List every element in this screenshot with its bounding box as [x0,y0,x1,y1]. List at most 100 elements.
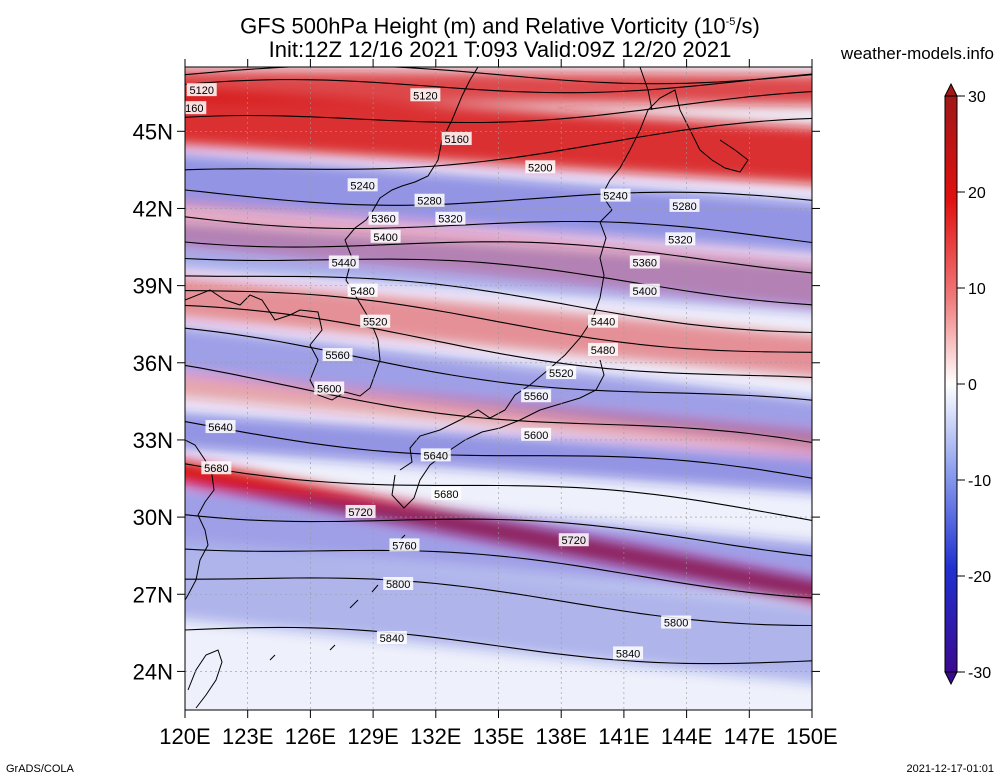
contour-label-box [314,381,345,395]
contour-label-15: 5400 [629,283,660,298]
contour-5120 [185,67,812,85]
contour-5680 [185,463,812,521]
contour-label-text: 5720 [561,535,585,547]
contour-label-text: 5560 [325,350,349,362]
contour-label-box [661,615,692,629]
colorbar-label: -10 [968,473,991,490]
contour-label-box [629,283,660,297]
contour-label-text: 5560 [524,391,548,403]
contour-label-box [546,366,577,380]
korea-china-coast [185,67,479,401]
contour-label-box [376,630,407,644]
contour-label-text: 5680 [434,489,458,501]
lon-label-150E: 150E [786,724,837,749]
height-contours [185,67,812,665]
contour-label-box [328,255,359,269]
contour-label-11: 5320 [665,232,696,246]
contour-label-box [435,211,466,225]
contour-label-13: 5360 [629,255,660,269]
contour-label-box [347,283,378,297]
contour-label-text: 5800 [664,618,688,630]
lon-label-129E: 129E [347,724,398,749]
contour-label-35: 5840 [613,646,644,660]
contour-label-17: 5440 [588,314,618,329]
contour-label-text: 5480 [591,345,615,357]
contour-label-box [588,342,618,356]
colorbar: 30 20 10 0 -10 -20 -30 [944,82,991,686]
contour-label-3: 5160 [441,132,472,146]
contour-label-box [558,533,589,547]
contour-label-box [389,538,420,552]
gridlines [185,67,812,710]
ryukyu-islands [269,534,406,661]
contour-label-box [368,211,399,225]
contour-label-10: 5320 [435,211,466,226]
contour-label-30: 5720 [558,533,589,547]
contour-label-text: 5760 [392,540,416,552]
lon-label-144E: 144E [661,724,712,749]
contour-label-0: 5120 [186,83,217,97]
contour-label-box [410,88,441,102]
lat-label-39N: 39N [133,274,173,299]
contour-label-text: 5800 [386,579,410,591]
plot-area: 5120 5120 5160 5160 5200 5240 5240 5280 5280 5360… [185,67,812,710]
contour-label-box [322,348,353,362]
contour-label-text: 5840 [380,633,404,645]
contour-label-text: 5360 [371,214,395,226]
contour-label-box [186,83,217,97]
lon-label-141E: 141E [598,724,649,749]
lat-label-24N: 24N [133,659,173,684]
contour-label-text: 5440 [591,317,615,329]
contour-label-33: 5800 [661,615,692,630]
lat-label-45N: 45N [133,119,173,144]
contour-5480 [185,290,812,353]
contour-5240 [185,117,812,171]
contour-label-text: 5840 [616,648,640,660]
lat-label-36N: 36N [133,351,173,376]
contour-5600 [185,364,812,444]
contour-5520 [185,304,812,378]
colorbar-label: 0 [968,377,977,394]
contour-5800 [185,577,812,627]
contour-label-box [521,427,552,441]
contour-label-text: 5400 [373,232,397,244]
contour-label-text: 5720 [348,507,372,519]
contour-label-box [525,160,556,174]
contour-5360 [185,241,812,274]
contour-label-16: 5480 [347,283,378,298]
contour-label-text: 5200 [528,162,552,174]
contour-5640 [185,421,812,479]
contour-5560 [185,327,812,401]
contour-label-box [360,314,391,328]
contour-label-text: 5280 [672,201,696,213]
japan-hokkaido [601,89,749,211]
site-label: weather-models.info [840,44,994,63]
contour-label-31: 5760 [389,538,420,552]
lon-label-123E: 123E [222,724,273,749]
lon-label-135E: 135E [473,724,524,749]
footer-credit: GrADS/COLA [6,763,74,775]
contour-label-box [370,229,401,243]
lat-label-30N: 30N [133,505,173,530]
contour-label-14: 5440 [328,255,359,269]
contour-label-text: 5480 [350,286,374,298]
contour-label-box [441,132,472,146]
footer-timestamp: 2021-12-17-01:01 [906,763,994,775]
contour-label-2: 5160 [185,101,207,115]
contour-label-text: 5640 [424,450,448,462]
contour-label-box [613,646,644,660]
contour-label-text: 5240 [350,180,374,192]
contour-label-23: 5560 [521,389,552,403]
contour-label-21: 5520 [546,366,577,380]
contour-label-29: 5720 [345,504,376,519]
contour-label-text: 5120 [189,85,213,97]
contour-label-text: 5320 [438,214,462,226]
axis-ticks [177,59,820,718]
contour-5440 [185,275,812,334]
contour-5720 [185,514,812,557]
contour-label-box [600,188,631,202]
contour-label-text: 5320 [668,234,692,246]
contour-label-box [588,314,618,328]
contour-label-9: 5360 [368,211,399,226]
contour-label-box [345,504,376,518]
